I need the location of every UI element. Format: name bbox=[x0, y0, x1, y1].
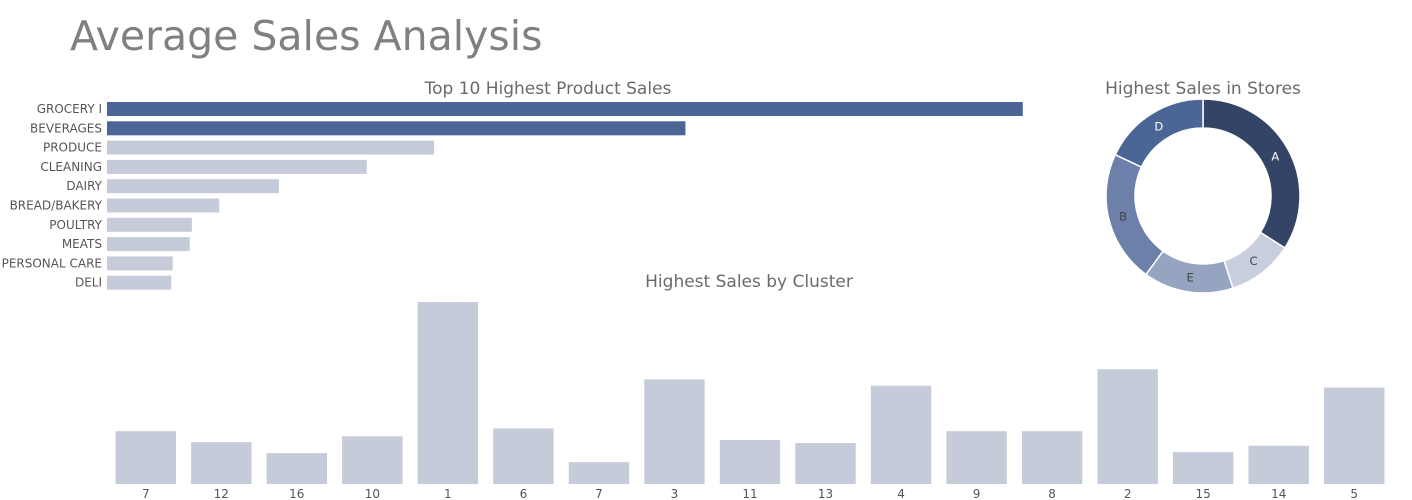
cluster-sales-chart: 7 12 16 10 1 6 7 3 11 13 4 9 8 2 15 14 5 bbox=[115, 302, 1385, 500]
product-tick-label: BREAD/BAKERY bbox=[10, 199, 103, 213]
product-tick-label: PERSONAL CARE bbox=[2, 256, 102, 270]
cluster-tick-label: 2 bbox=[1124, 487, 1132, 500]
cluster-tick-label: 16 bbox=[289, 487, 304, 500]
cluster-tick-label: 5 bbox=[1350, 487, 1358, 500]
cluster-bar bbox=[719, 439, 781, 484]
cluster-tick-label: 8 bbox=[1048, 487, 1056, 500]
store-slice-label: E bbox=[1186, 270, 1193, 284]
product-tick-label: BEVERAGES bbox=[30, 121, 102, 135]
product-bar bbox=[107, 140, 435, 155]
product-bar bbox=[107, 179, 279, 194]
cluster-tick-label: 14 bbox=[1271, 487, 1286, 500]
cluster-tick-label: 12 bbox=[214, 487, 229, 500]
cluster-bar bbox=[1021, 431, 1083, 484]
product-sales-chart: GROCERY I BEVERAGES PRODUCE CLEANING DAIRY BR… bbox=[2, 102, 1023, 290]
product-sales-title: Top 10 Highest Product Sales bbox=[424, 79, 672, 99]
product-bar bbox=[107, 237, 190, 252]
cluster-tick-label: 6 bbox=[520, 487, 528, 500]
cluster-tick-label: 9 bbox=[973, 487, 981, 500]
product-tick-label: DAIRY bbox=[66, 179, 102, 193]
store-slice bbox=[1105, 153, 1165, 276]
cluster-tick-label: 15 bbox=[1196, 487, 1211, 500]
cluster-bar bbox=[266, 453, 328, 484]
cluster-tick-label: 10 bbox=[365, 487, 380, 500]
store-slice bbox=[1114, 98, 1204, 169]
store-slice bbox=[1202, 98, 1301, 250]
store-slice-label: A bbox=[1271, 149, 1279, 163]
cluster-bar bbox=[1324, 387, 1385, 484]
cluster-bar bbox=[493, 428, 554, 484]
product-tick-label: PRODUCE bbox=[43, 141, 102, 155]
store-sales-donut: A C E B D bbox=[1105, 98, 1301, 294]
store-slice-label: C bbox=[1250, 254, 1258, 268]
cluster-tick-label: 11 bbox=[742, 487, 757, 500]
cluster-bar bbox=[568, 462, 630, 484]
product-bar bbox=[107, 159, 367, 174]
product-bar bbox=[107, 275, 172, 290]
product-bar bbox=[107, 121, 686, 136]
cluster-tick-label: 1 bbox=[444, 487, 452, 500]
cluster-bar bbox=[1248, 445, 1309, 484]
cluster-tick-label: 4 bbox=[897, 487, 905, 500]
product-bar bbox=[107, 256, 173, 271]
cluster-bar bbox=[115, 431, 176, 484]
cluster-bar bbox=[191, 442, 252, 484]
cluster-sales-title: Highest Sales by Cluster bbox=[645, 272, 853, 292]
product-bar bbox=[107, 198, 220, 213]
product-tick-label: MEATS bbox=[62, 237, 102, 251]
cluster-tick-label: 3 bbox=[671, 487, 679, 500]
store-slice-label: D bbox=[1154, 119, 1163, 133]
cluster-bar bbox=[946, 431, 1007, 484]
product-bar bbox=[107, 102, 1023, 116]
cluster-bar bbox=[644, 379, 705, 484]
store-sales-title: Highest Sales in Stores bbox=[1105, 79, 1301, 99]
cluster-bar bbox=[342, 436, 403, 484]
cluster-tick-label: 7 bbox=[142, 487, 150, 500]
store-slice-label: B bbox=[1119, 210, 1127, 224]
cluster-tick-label: 13 bbox=[818, 487, 833, 500]
product-bar bbox=[107, 217, 192, 232]
cluster-bar bbox=[1097, 369, 1158, 484]
product-tick-label: GROCERY I bbox=[37, 102, 102, 116]
cluster-tick-label: 7 bbox=[595, 487, 603, 500]
cluster-bar bbox=[1172, 452, 1234, 484]
page-title: Average Sales Analysis bbox=[70, 12, 543, 60]
product-tick-label: DELI bbox=[75, 276, 102, 290]
product-tick-label: CLEANING bbox=[40, 160, 102, 174]
cluster-bar bbox=[795, 443, 856, 484]
cluster-bar bbox=[417, 302, 479, 484]
product-tick-label: POULTRY bbox=[49, 218, 102, 232]
cluster-bar bbox=[870, 385, 932, 484]
